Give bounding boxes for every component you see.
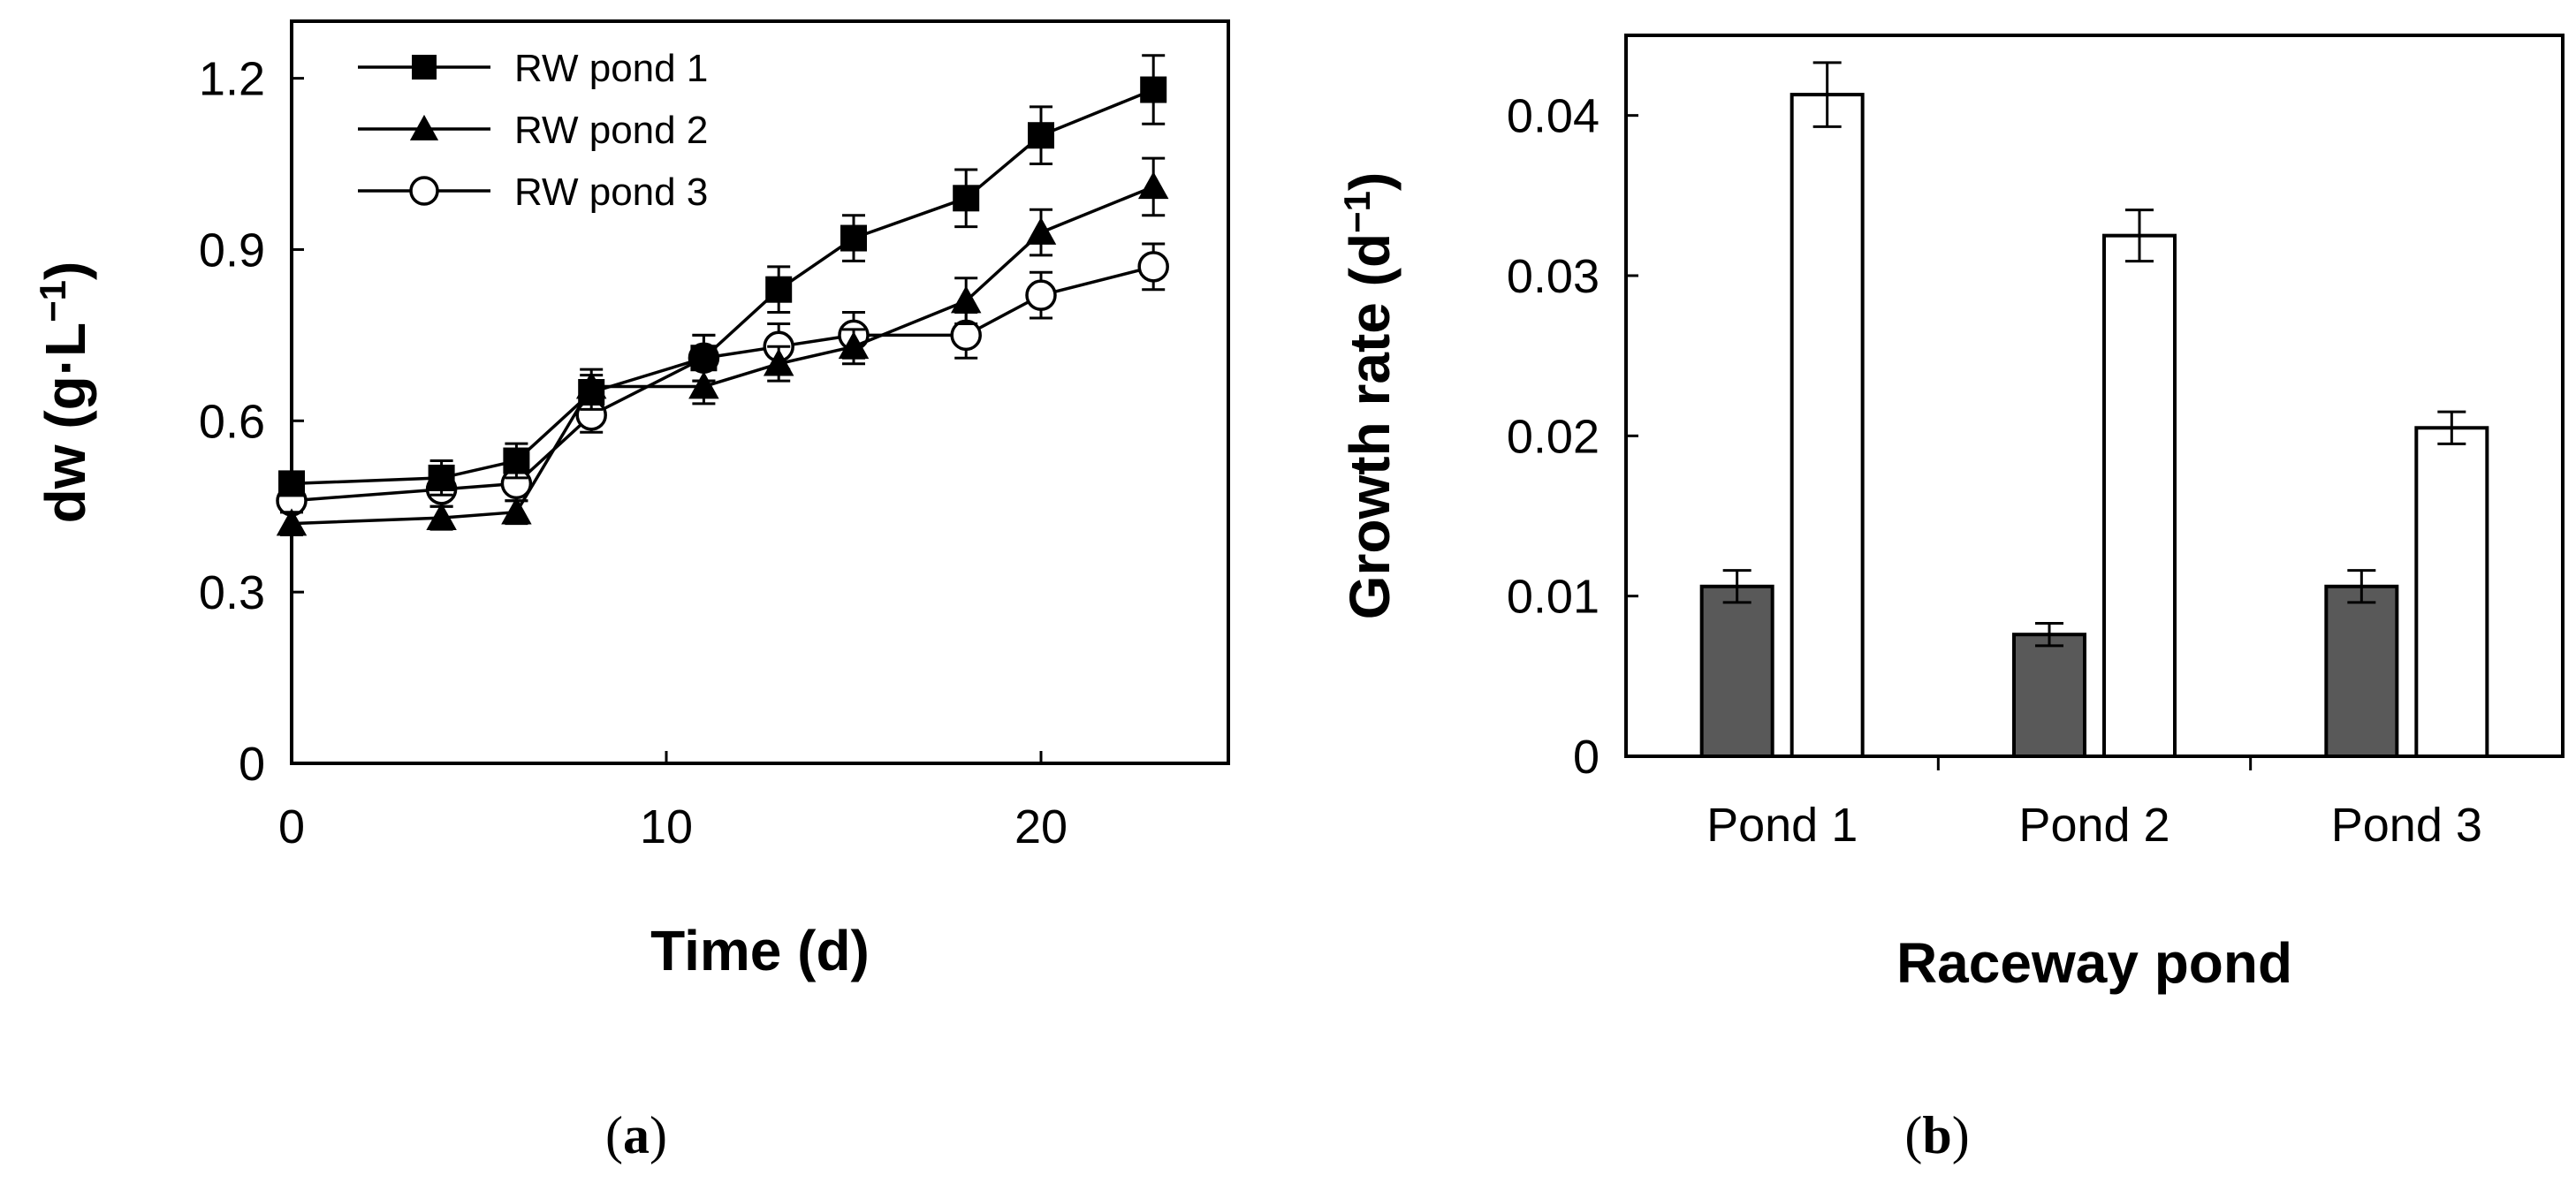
x-tick-label: Pond 1	[1706, 799, 1858, 852]
data-point-circle	[1025, 279, 1057, 311]
x-tick-label: Pond 3	[2331, 799, 2482, 852]
bar	[2324, 584, 2399, 759]
panel-b-y-axis-title: Growth rate (d−1)	[1336, 172, 1402, 620]
data-point-square	[690, 345, 718, 372]
bar	[2012, 633, 2086, 758]
data-point-square	[278, 470, 305, 497]
panel-a-x-axis-title: Time (d)	[650, 919, 870, 982]
panel-a-line-chart: 00.30.60.91.2 0 10 20 RW pond 1RW pond 2RW…	[32, 19, 1230, 1164]
panel-b-bars	[1699, 61, 2489, 759]
x-tick-label: 0	[278, 800, 305, 853]
panel-b-x-axis-title: Raceway pond	[1896, 931, 2292, 995]
data-point-square	[953, 185, 980, 212]
y-tick-label: 1.2	[199, 53, 265, 106]
data-point-circle	[1137, 251, 1169, 283]
panel-b-bar-chart: 0 0.01 0.02 0.03 0.04 Pond 1 Pond 2 Pond 3 Rac…	[1336, 34, 2565, 1164]
bar	[1699, 584, 1774, 759]
data-point-square	[503, 447, 530, 474]
legend-label: RW pond 3	[514, 171, 708, 214]
panel-b-plot-frame	[1624, 34, 2565, 758]
data-point-triangle	[501, 497, 532, 525]
y-tick-label: 0	[239, 738, 265, 791]
data-point-triangle	[409, 114, 439, 140]
data-point-triangle	[276, 508, 308, 536]
panel-a-legend: RW pond 1 RW pond 2 RW pond 3	[358, 47, 708, 214]
panel-b-y-ticks: 0 0.01 0.02 0.03 0.04	[1507, 90, 1638, 784]
y-tick-label: 0.3	[199, 566, 265, 619]
panel-b-x-ticks: Pond 1 Pond 2 Pond 3	[1706, 756, 2482, 852]
bar	[1790, 93, 1865, 759]
panel-a-y-axis-title: dw (g·L−1)	[32, 262, 97, 524]
data-point-square	[578, 379, 605, 406]
y-tick-label: 0.6	[199, 395, 265, 448]
series-line	[291, 185, 1154, 526]
y-tick-label: 0.02	[1507, 410, 1600, 463]
series-line	[291, 265, 1154, 503]
panel-a-x-ticks: 0 10 20	[278, 751, 1068, 853]
bar	[2414, 426, 2489, 758]
data-point-circle	[950, 319, 982, 352]
panel-b-label: (b)	[1904, 1106, 1969, 1164]
y-tick-label: 0.04	[1507, 90, 1600, 143]
series-line	[291, 87, 1154, 486]
data-point-triangle	[763, 348, 794, 376]
legend-label: RW pond 2	[514, 109, 708, 152]
data-point-circle	[409, 176, 439, 206]
x-tick-label: 10	[640, 800, 693, 853]
y-tick-label: 0	[1573, 731, 1600, 784]
data-point-square	[1028, 122, 1054, 149]
legend-label: RW pond 1	[514, 47, 708, 90]
series-rw-pond-1	[278, 54, 1167, 497]
data-point-square	[1140, 76, 1167, 103]
data-point-triangle	[838, 331, 870, 360]
panel-a-label: (a)	[605, 1106, 667, 1164]
data-point-triangle	[688, 371, 719, 399]
data-point-triangle	[426, 502, 457, 530]
bar	[2102, 233, 2177, 758]
data-point-triangle	[950, 285, 982, 314]
data-point-square	[765, 276, 793, 303]
data-point-square	[428, 464, 455, 491]
y-tick-label: 0.01	[1507, 571, 1600, 624]
data-point-square	[412, 55, 437, 80]
data-point-square	[840, 224, 867, 252]
y-tick-label: 0.9	[199, 224, 265, 277]
y-tick-label: 0.03	[1507, 250, 1600, 303]
data-point-triangle	[1137, 171, 1169, 200]
panel-a-series	[276, 54, 1169, 537]
panel-a-y-ticks: 0 0.3 0.6 0.9 1.2	[199, 53, 304, 791]
x-tick-label: 20	[1014, 800, 1068, 853]
x-tick-label: Pond 2	[2018, 799, 2169, 852]
data-point-triangle	[1025, 216, 1057, 245]
panel-a-plot-frame	[290, 19, 1230, 765]
